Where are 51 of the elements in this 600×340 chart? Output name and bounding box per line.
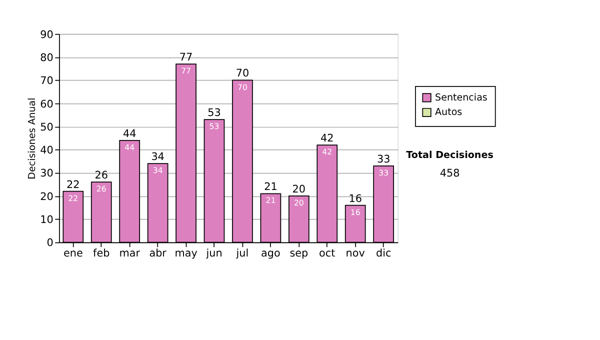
x-tick-label: oct xyxy=(319,248,336,260)
data-label: 42 xyxy=(322,148,332,157)
y-tick-label: 70 xyxy=(40,75,54,88)
x-tick-label: feb xyxy=(93,248,110,260)
legend-label: Autos xyxy=(435,107,462,118)
y-tick-label: 90 xyxy=(40,28,54,41)
y-tick-label: 10 xyxy=(40,214,54,226)
legend-label: Sentencias xyxy=(435,92,488,104)
data-label: 22 xyxy=(68,194,78,203)
total-label: 53 xyxy=(208,107,221,120)
y-tick-label: 0 xyxy=(46,237,54,250)
x-tick-label: jul xyxy=(235,248,249,260)
text: 458 xyxy=(440,167,460,180)
y-tick-label: 80 xyxy=(40,52,54,64)
text: Total Decisiones xyxy=(406,150,494,162)
y-tick-label: 60 xyxy=(40,98,54,110)
total-label: 77 xyxy=(179,52,193,64)
x-tick-label: may xyxy=(174,248,198,260)
data-label: 44 xyxy=(124,142,135,152)
total-label: 16 xyxy=(348,192,362,205)
y-axis-title: Decisiones Anual xyxy=(26,98,38,180)
y-tick-label: 50 xyxy=(40,121,54,134)
total-label: 34 xyxy=(151,151,165,164)
data-label: 21 xyxy=(266,196,276,206)
data-label: 53 xyxy=(209,122,220,132)
total-label: 21 xyxy=(264,181,278,194)
x-tick-label: sep xyxy=(290,248,309,260)
total-label: 22 xyxy=(66,178,80,191)
total-label: 42 xyxy=(320,132,334,145)
data-label: 33 xyxy=(378,168,389,178)
data-label: 70 xyxy=(238,82,248,92)
x-tick-label: ene xyxy=(63,248,83,260)
x-tick-label: dic xyxy=(376,248,392,260)
total-label: 20 xyxy=(292,184,306,196)
total-label: 70 xyxy=(236,68,250,80)
x-tick-label: nov xyxy=(346,248,365,260)
y-tick-label: 20 xyxy=(40,190,54,203)
total-label: 33 xyxy=(376,153,390,166)
x-tick-label: ago xyxy=(261,248,280,260)
y-tick-label: 30 xyxy=(40,168,54,180)
x-tick-label: abr xyxy=(149,248,168,260)
total-label: 26 xyxy=(94,170,108,182)
data-label: 20 xyxy=(294,198,304,208)
data-label: 77 xyxy=(181,66,192,76)
total-label: 44 xyxy=(122,128,137,140)
data-label: 34 xyxy=(152,166,163,176)
x-tick-label: jun xyxy=(205,248,222,260)
data-label: 26 xyxy=(96,184,106,194)
data-label: 16 xyxy=(350,208,360,217)
y-tick-label: 40 xyxy=(40,144,54,157)
x-tick-label: mar xyxy=(119,248,141,260)
